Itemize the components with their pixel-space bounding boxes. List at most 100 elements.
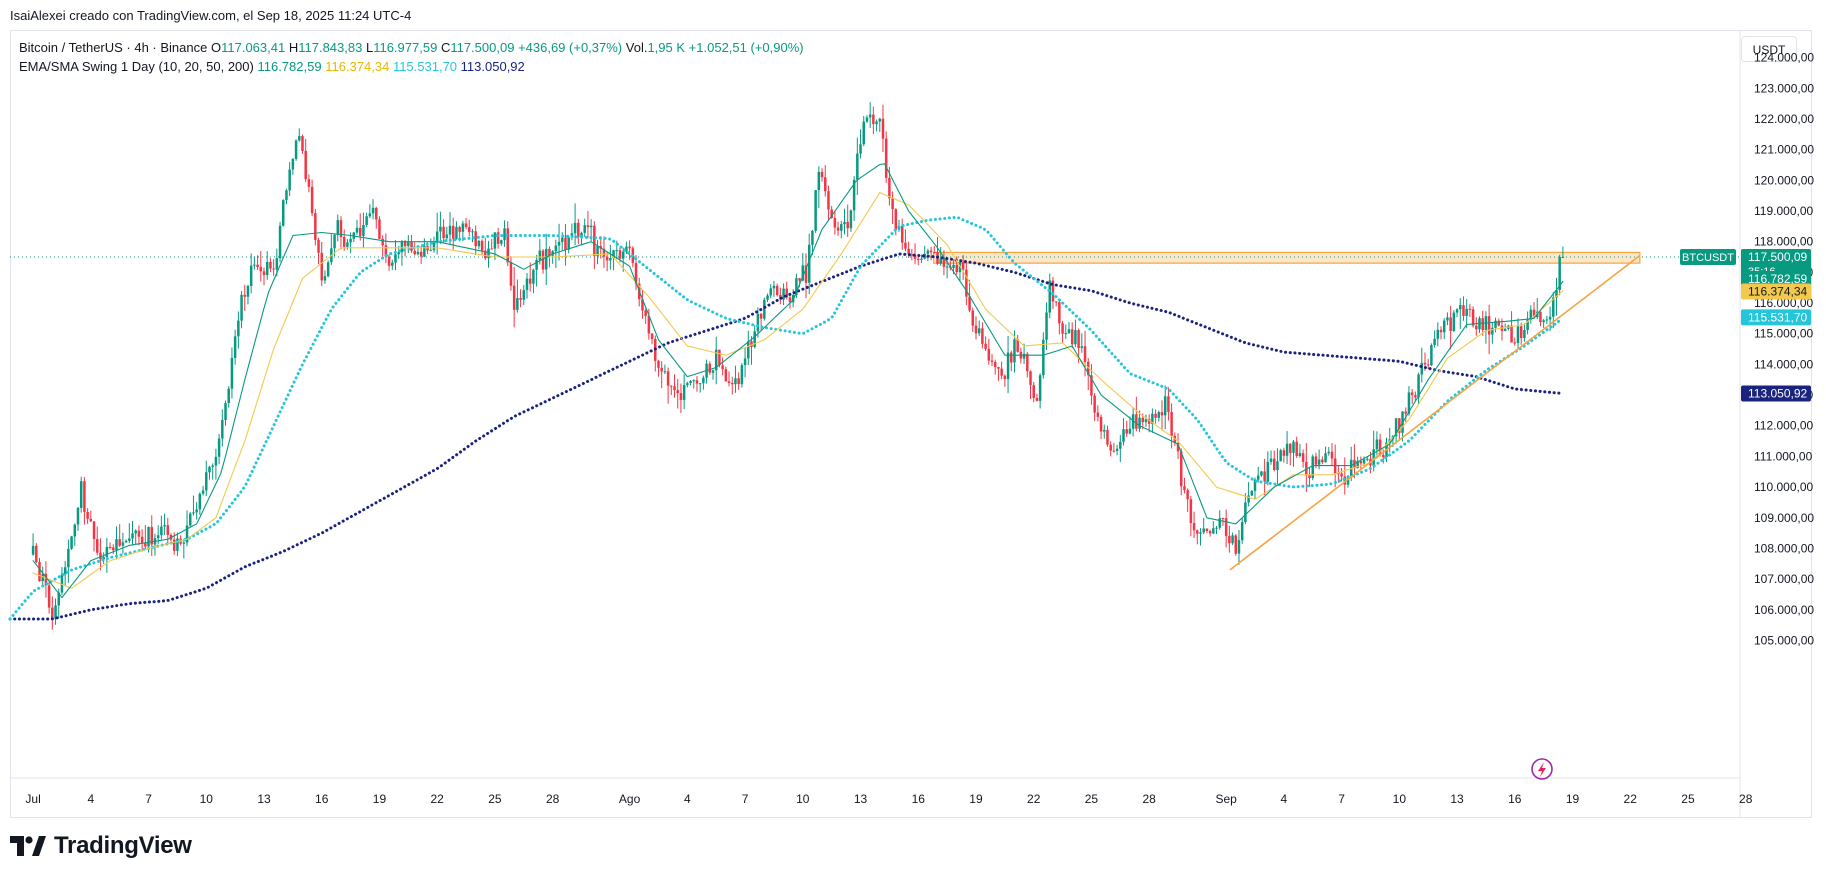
sma200-line	[8, 252, 1561, 621]
candle-body	[294, 140, 298, 159]
candle-body	[79, 481, 83, 508]
candle-body	[1465, 308, 1468, 316]
candle-body	[1109, 444, 1112, 451]
candles	[31, 102, 1565, 630]
candle-body	[333, 234, 336, 249]
open-value: 117.063,41	[221, 40, 286, 55]
candle-body	[1038, 375, 1042, 401]
price-label: 113.050,92	[1748, 386, 1807, 400]
candle-body	[541, 250, 545, 270]
candle-body	[971, 310, 975, 326]
candle-body	[814, 190, 817, 231]
candle-body	[439, 226, 442, 232]
candle-body	[577, 222, 580, 238]
candle-body	[567, 237, 570, 250]
candle-body	[163, 525, 166, 527]
candle-body	[926, 250, 930, 254]
candle-body	[955, 264, 958, 273]
candle-body	[1247, 495, 1250, 503]
lightning-icon-bolt	[1538, 762, 1546, 777]
candle-body	[1481, 318, 1484, 330]
candle-body	[904, 242, 907, 249]
lightning-icon[interactable]	[1531, 758, 1553, 780]
time-tick-label: 7	[145, 792, 152, 806]
candle-body	[647, 315, 651, 334]
candle-body	[862, 121, 865, 145]
candle-body	[1407, 392, 1411, 414]
candle-body	[1433, 338, 1436, 345]
time-axis: Jul 4 7 10 13 16 19 22 25 28 Ago 4 7 10 13 16 19 22 25 28 Se…	[25, 792, 1752, 806]
candle-body	[160, 526, 163, 536]
price-axis: 124.000,00 123.000,00 122.000,00 121.000,00…	[1754, 51, 1814, 648]
candle-body	[102, 556, 105, 560]
candle-body	[1327, 451, 1331, 454]
candle-body	[172, 539, 176, 551]
candle-body	[1260, 471, 1263, 476]
candle-body	[474, 231, 477, 247]
candle-body	[397, 252, 400, 255]
candle-body	[115, 539, 118, 551]
candle-body	[403, 241, 407, 247]
candle-body	[35, 545, 38, 563]
candle-body	[1122, 429, 1125, 442]
candle-body	[538, 250, 542, 260]
candle-body	[875, 121, 878, 125]
candle-body	[355, 227, 359, 233]
candle-body	[522, 290, 526, 300]
candle-body	[1452, 312, 1456, 332]
tradingview-brand[interactable]: TradingView	[10, 832, 192, 860]
candle-body	[249, 265, 253, 286]
candle-body	[1163, 396, 1167, 416]
candle-body	[865, 117, 869, 122]
candle-body	[1167, 396, 1170, 412]
candle-body	[878, 118, 882, 122]
candle-body	[1125, 429, 1128, 434]
time-tick-label: 10	[1393, 792, 1407, 806]
candle-body	[243, 294, 247, 297]
candle-body	[375, 207, 378, 220]
candle-body	[1051, 280, 1055, 302]
chart-panel[interactable]	[10, 30, 1812, 818]
candle-body	[70, 536, 73, 549]
time-tick-label: 28	[1739, 792, 1753, 806]
price-labels: 117.500,0935:16116.782,59116.374,34115.5…	[1741, 249, 1811, 402]
candle-body	[1093, 395, 1096, 413]
candle-body	[310, 186, 314, 214]
candle-body	[1054, 301, 1058, 303]
symbol-tag: BTCUSDT	[1682, 252, 1734, 264]
candle-body	[1510, 325, 1513, 343]
currency-button[interactable]: USDT	[1741, 36, 1797, 62]
candle-body	[227, 388, 230, 404]
candle-body	[718, 349, 721, 366]
candle-body	[272, 268, 275, 270]
candle-body	[676, 390, 679, 394]
candle-body	[144, 543, 147, 547]
candle-body	[737, 378, 740, 385]
price-tick-label: 108.000,00	[1754, 541, 1814, 555]
indicator-name[interactable]: EMA/SMA Swing 1 Day (10, 20, 50, 200)	[19, 59, 254, 74]
candle-body	[657, 360, 660, 368]
candle-body	[1366, 458, 1369, 460]
candle-body	[358, 227, 362, 236]
candle-body	[365, 216, 368, 225]
candle-body	[1048, 280, 1052, 313]
price-tick-label: 111.000,00	[1754, 449, 1813, 463]
candle-body	[237, 320, 240, 337]
candle-body	[166, 525, 170, 535]
candle-body	[1099, 416, 1103, 432]
candle-body	[859, 144, 862, 154]
candle-body	[1523, 330, 1526, 339]
candle-body	[304, 150, 307, 180]
candle-body	[410, 241, 413, 251]
candle-body	[557, 241, 561, 246]
candle-body	[278, 225, 282, 259]
candle-body	[76, 507, 80, 525]
candle-body	[500, 240, 503, 244]
candle-body	[945, 266, 949, 268]
candle-body	[1035, 397, 1039, 401]
candle-body	[1138, 417, 1141, 429]
symbol-title[interactable]: Bitcoin / TetherUS · 4h · Binance	[19, 40, 208, 55]
candle-body	[753, 331, 756, 347]
candle-body	[86, 512, 89, 519]
